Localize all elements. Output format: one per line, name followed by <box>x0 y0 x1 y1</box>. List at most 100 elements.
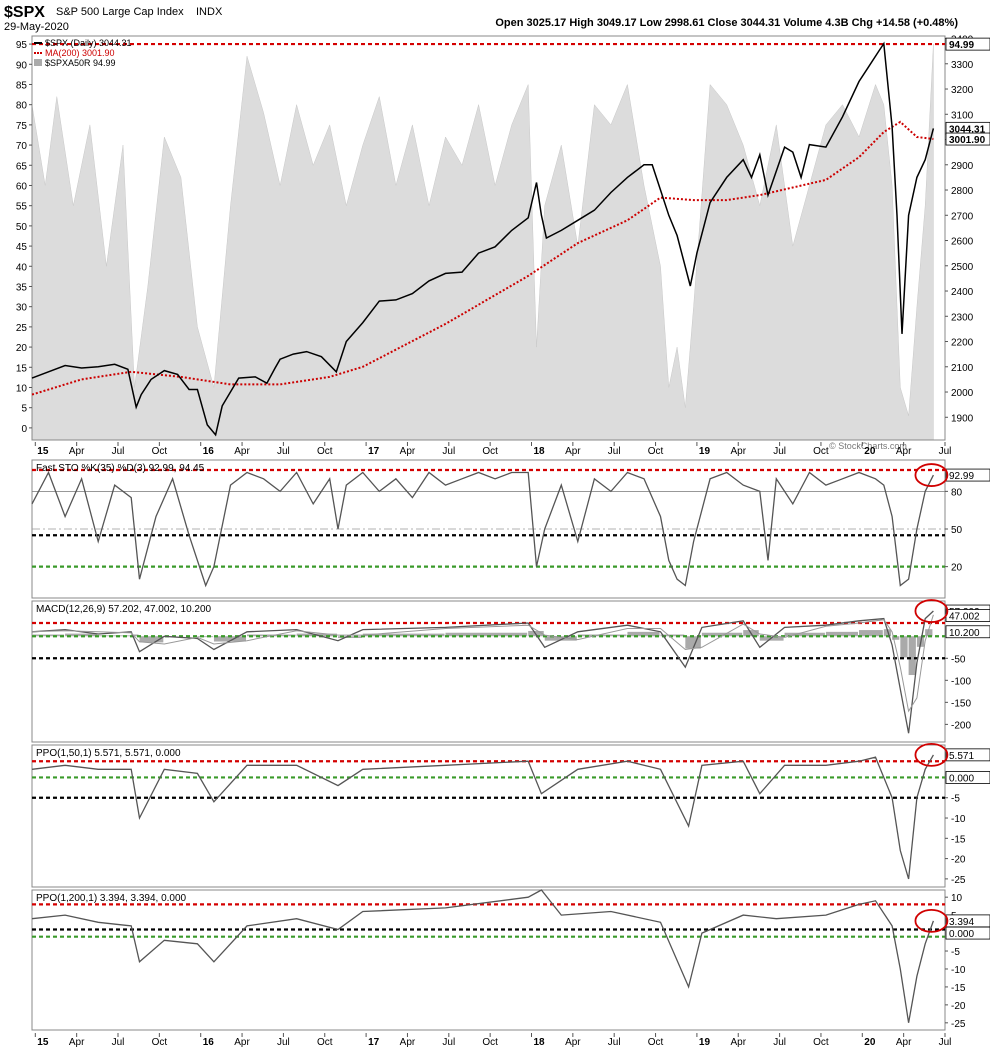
x-axis-label: Jul <box>112 1037 125 1048</box>
ppo50-axis-label: -10 <box>951 814 966 825</box>
ppo200-legend: PPO(1,200,1) 3.394, 3.394, 0.000 <box>36 893 187 904</box>
left-axis-label: 15 <box>16 363 28 374</box>
x-axis-label: Oct <box>152 1037 168 1048</box>
stochastic-axis-label: 80 <box>951 487 963 498</box>
stochastic-line <box>31 470 934 588</box>
x-axis-label: 18 <box>534 1037 546 1048</box>
macd-histogram-bar <box>784 632 825 637</box>
left-axis-label: 20 <box>16 343 28 354</box>
macd-signal-line <box>31 614 934 713</box>
x-axis-label: Apr <box>234 1037 250 1048</box>
right-axis-label: 2900 <box>951 161 974 172</box>
x-axis-label: Apr <box>730 1037 746 1048</box>
macd-panel-frame <box>31 600 946 743</box>
price-panel-frame <box>31 35 946 441</box>
ppo50-axis-label: -20 <box>951 855 966 866</box>
ppo200-axis-label: -25 <box>951 1019 966 1030</box>
x-axis-label: 20 <box>864 446 876 457</box>
right-axis-label: 2300 <box>951 312 974 323</box>
x-axis-label: Oct <box>152 446 168 457</box>
right-axis-label: 2800 <box>951 186 974 197</box>
macd-histogram-bar <box>925 629 933 637</box>
ppo200-axis-label: -20 <box>951 1001 966 1012</box>
x-axis-label: 18 <box>534 446 546 457</box>
macd-value-tag-box <box>945 625 990 639</box>
macd-axis-label: -50 <box>951 654 966 665</box>
x-axis-label: Apr <box>565 1037 581 1048</box>
macd-histogram-bar <box>139 636 164 643</box>
chart-ohlc-stats: Open 3025.17 High 3049.17 Low 2998.61 Cl… <box>495 17 958 29</box>
right-axis-label: 2600 <box>951 237 974 248</box>
x-axis-label: Apr <box>69 1037 85 1048</box>
ppo50-value-tag: 5.571 <box>949 751 974 762</box>
ppo50-line <box>31 754 934 880</box>
left-axis-label: 60 <box>16 181 28 192</box>
value-tag-box <box>945 37 990 51</box>
x-axis-label: Oct <box>648 1037 664 1048</box>
macd-histogram-bar <box>131 634 139 637</box>
price-line <box>31 41 935 437</box>
value-tag: 3001.90 <box>949 135 986 146</box>
left-axis-label: 80 <box>16 101 28 112</box>
macd-axis-label: -100 <box>951 676 971 687</box>
left-axis-label: 25 <box>16 323 28 334</box>
right-axis-label: 2100 <box>951 363 974 374</box>
x-axis-label: Oct <box>813 1037 829 1048</box>
ppo200-value-tag: 0.000 <box>949 929 974 940</box>
stochastic-value-tag-box <box>945 468 990 482</box>
macd-histogram-bar <box>908 636 916 676</box>
x-axis-label: 19 <box>699 1037 711 1048</box>
x-axis-label: Jul <box>939 1037 952 1048</box>
ppo200-highlight-circle <box>914 908 949 933</box>
x-axis-label: Oct <box>482 446 498 457</box>
x-axis-label: Jul <box>608 1037 621 1048</box>
right-axis-label: 2000 <box>951 388 974 399</box>
macd-histogram-bar <box>892 636 900 640</box>
stochastic-panel-frame <box>31 459 946 599</box>
stochastic-axis-label: 20 <box>951 563 963 574</box>
x-axis-label: Apr <box>400 1037 416 1048</box>
x-axis-label: Apr <box>400 446 416 457</box>
value-tag-box <box>945 132 990 146</box>
macd-axis-label: -200 <box>951 720 971 731</box>
x-axis-label: Oct <box>317 1037 333 1048</box>
ppo50-value-tag-box <box>945 771 990 784</box>
x-axis-label: Apr <box>234 446 250 457</box>
macd-histogram-bar <box>900 636 908 658</box>
ppo200-axis-label: -10 <box>951 965 966 976</box>
stochastic-value-tag: 92.99 <box>949 471 974 482</box>
x-axis-label: Jul <box>112 446 125 457</box>
ppo50-value-tag: 0.000 <box>949 773 974 784</box>
x-axis-label: Jul <box>442 1037 455 1048</box>
breadth-area <box>31 44 934 441</box>
macd-histogram-bar <box>701 632 743 637</box>
ppo50-legend: PPO(1,50,1) 5.571, 5.571, 0.000 <box>36 748 181 759</box>
right-axis-label: 3100 <box>951 110 974 121</box>
macd-axis-label: -150 <box>951 698 971 709</box>
macd-histogram-bar <box>858 630 883 637</box>
macd-histogram-bar <box>825 631 858 637</box>
x-axis-label: Oct <box>813 446 829 457</box>
ppo200-line <box>31 889 935 1023</box>
macd-histogram-bar <box>544 636 577 641</box>
value-tag: 94.99 <box>949 40 974 51</box>
left-axis-label: 85 <box>16 80 28 91</box>
left-axis-label: 50 <box>16 222 28 233</box>
right-axis-label: 2200 <box>951 338 974 349</box>
left-axis-label: 35 <box>16 282 28 293</box>
right-axis-label: 1900 <box>951 413 974 424</box>
macd-highlight-circle <box>914 599 949 623</box>
legend-entry: MA(200) 3001.90 <box>45 48 115 58</box>
legend-entry: $SPX (Daily) 3044.31 <box>45 38 132 48</box>
right-axis-label: 3300 <box>951 60 974 71</box>
chart-symbol: $SPX <box>4 4 45 21</box>
x-axis-label: Jul <box>277 446 290 457</box>
x-axis-label: Apr <box>896 446 912 457</box>
stochastic-axis-label: 50 <box>951 525 963 536</box>
ppo50-highlight-circle <box>914 742 949 767</box>
right-axis-label: 2700 <box>951 211 974 222</box>
x-axis-label: Apr <box>896 1037 912 1048</box>
left-axis-label: 5 <box>21 404 27 415</box>
x-axis-label: Apr <box>565 446 581 457</box>
chart-date: 29-May-2020 <box>4 21 69 33</box>
